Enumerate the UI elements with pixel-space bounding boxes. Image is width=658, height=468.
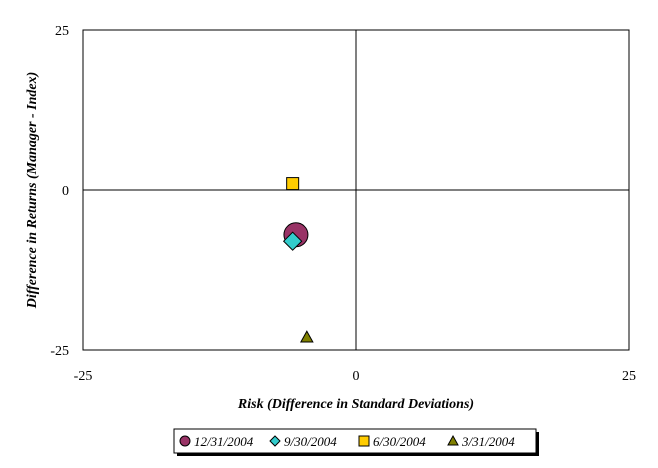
y-tick-label-middle: 0 [62,184,69,199]
legend-items: 12/31/2004 9/30/2004 6/30/2004 3/31/2004 [179,434,515,449]
legend-label: 12/31/2004 [194,434,254,449]
y-tick-label-top: 25 [55,24,69,39]
x-tick-label-left: -25 [74,369,93,384]
y-tick-label-bottom: -25 [50,344,69,359]
x-axis-title: Risk (Difference in Standard Deviations) [237,397,474,412]
x-tick-label-middle: 0 [353,369,360,384]
legend-box [173,428,537,454]
points-layer [282,177,314,343]
x-tick-label-right: 25 [622,369,636,384]
data-point-square-2 [286,177,300,191]
legend-marker-square [358,435,370,447]
legend-marker-circle [179,435,191,447]
legend-label: 3/31/2004 [461,434,515,449]
legend-marker-diamond [269,435,281,447]
legend-label: 6/30/2004 [373,434,426,449]
legend-label: 9/30/2004 [284,434,337,449]
data-point-triangle-3 [300,330,314,343]
y-axis-title: Difference in Returns (Manager - Index) [25,72,40,310]
data-point-diamond-1 [282,231,303,251]
legend-marker-triangle [447,434,459,446]
legend: 12/31/2004 9/30/2004 6/30/2004 3/31/2004 [173,428,539,456]
